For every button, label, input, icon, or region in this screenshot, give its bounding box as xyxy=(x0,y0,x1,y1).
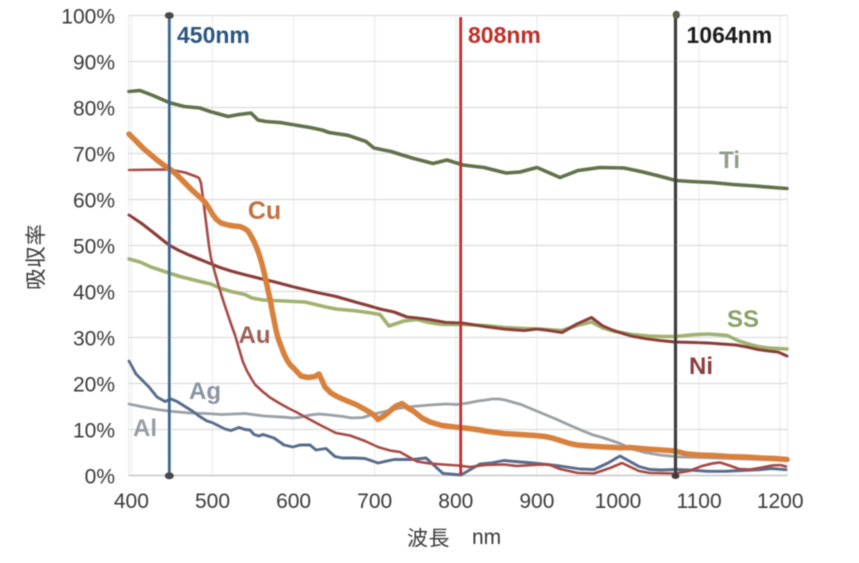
svg-text:40%: 40% xyxy=(73,282,115,305)
svg-text:Au: Au xyxy=(239,322,271,349)
svg-text:Ti: Ti xyxy=(719,147,740,174)
svg-text:Cu: Cu xyxy=(248,197,281,225)
svg-text:80%: 80% xyxy=(73,98,115,121)
svg-text:900: 900 xyxy=(519,490,554,513)
svg-text:20%: 20% xyxy=(73,374,115,397)
svg-text:450nm: 450nm xyxy=(177,22,250,48)
svg-text:0%: 0% xyxy=(85,466,115,489)
svg-text:Ni: Ni xyxy=(689,353,713,380)
svg-text:10%: 10% xyxy=(73,420,115,443)
svg-text:Al: Al xyxy=(133,415,157,442)
svg-text:100%: 100% xyxy=(61,6,115,29)
svg-text:50%: 50% xyxy=(73,236,115,259)
svg-text:1100: 1100 xyxy=(677,490,722,513)
svg-text:nm: nm xyxy=(472,526,501,549)
svg-text:1000: 1000 xyxy=(595,490,642,513)
svg-text:500: 500 xyxy=(195,490,230,513)
svg-text:Ag: Ag xyxy=(189,378,221,405)
svg-text:30%: 30% xyxy=(73,328,115,351)
svg-text:70%: 70% xyxy=(73,144,115,167)
svg-text:SS: SS xyxy=(727,306,759,333)
svg-text:800: 800 xyxy=(438,490,473,513)
svg-text:1200: 1200 xyxy=(757,490,804,513)
svg-text:90%: 90% xyxy=(73,52,115,75)
svg-text:808nm: 808nm xyxy=(468,22,541,48)
svg-text:400: 400 xyxy=(114,490,149,513)
svg-text:1064nm: 1064nm xyxy=(687,22,773,48)
svg-text:600: 600 xyxy=(276,490,311,513)
svg-text:60%: 60% xyxy=(73,190,115,213)
svg-text:700: 700 xyxy=(357,490,392,513)
